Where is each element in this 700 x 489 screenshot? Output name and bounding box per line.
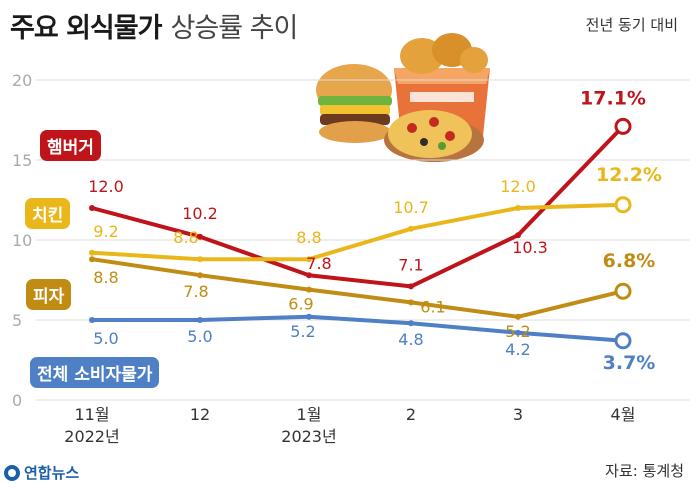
data-point-cpi: [515, 329, 521, 336]
data-label-pizza: 7.8: [183, 282, 208, 301]
data-point-chicken: [408, 225, 414, 232]
data-label-cpi: 3.7%: [603, 352, 656, 374]
data-label-pizza: 6.1: [420, 297, 445, 316]
data-point-hamburger: [89, 205, 95, 211]
x-tick-label: 12: [190, 405, 210, 424]
y-tick-label: 20: [12, 71, 32, 90]
legend-tag-cpi: 전체 소비자물가: [30, 357, 160, 388]
logo-icon: [4, 464, 20, 481]
food-illustration: [316, 33, 490, 162]
axis-labels: 0 5 10 15 20 11월 2022년 12 1월 2023년 2 3 4월: [12, 71, 635, 446]
data-label-cpi: 4.8: [398, 330, 423, 349]
data-label-hamburger: 10.3: [512, 238, 548, 257]
data-point-hamburger: [306, 272, 312, 279]
data-point-pizza: [614, 282, 632, 300]
chart-title: 주요 외식물가 상승률 추이: [10, 6, 299, 45]
unit-note: 전년 동기 대비: [585, 16, 678, 34]
data-point-chicken: [614, 196, 632, 214]
data-point-pizza: [197, 272, 203, 279]
data-point-hamburger: [197, 233, 203, 240]
data-label-hamburger: 10.2: [182, 204, 218, 223]
source-note: 자료: 통계청: [605, 462, 684, 480]
data-point-hamburger: [408, 283, 414, 290]
series-lines: [89, 117, 632, 350]
title-sub: 상승률 추이: [170, 13, 299, 44]
data-labels: 12.0 10.2 7.8 7.1 10.3 17.1% 9.2 8.8 8.8 10.7 12.0…: [88, 87, 662, 373]
x-tick-label: 4월: [611, 405, 636, 424]
data-label-pizza: 6.8%: [603, 250, 656, 272]
series-line-cpi: [92, 314, 624, 343]
data-label-cpi: 5.0: [187, 327, 212, 346]
legend-tag-pizza: 피자: [26, 279, 72, 310]
data-point-chicken: [89, 249, 95, 256]
data-point-cpi: [614, 332, 632, 350]
logo: 연합뉴스: [4, 462, 79, 483]
data-point-hamburger: [515, 232, 521, 239]
series-line-chicken: [91, 202, 624, 262]
data-label-chicken: 8.8: [173, 228, 198, 247]
y-tick-label: 0: [12, 391, 22, 410]
data-label-hamburger: 12.0: [88, 177, 124, 196]
x-tick-label: 3: [513, 405, 523, 424]
x-tick-label: 1월: [297, 405, 322, 424]
title-main: 주요 외식물가: [10, 13, 162, 44]
data-point-pizza: [89, 256, 95, 263]
x-tick-label: 2023년: [281, 427, 336, 446]
logo-text: 연합뉴스: [24, 464, 80, 482]
y-tick-label: 15: [12, 151, 32, 170]
series-line-pizza: [91, 257, 624, 319]
data-label-chicken: 12.2%: [596, 164, 662, 186]
data-label-chicken: 10.7: [393, 198, 429, 217]
data-point-chicken: [197, 256, 203, 263]
y-tick-label: 5: [12, 311, 22, 330]
data-label-hamburger: 17.1%: [580, 87, 646, 109]
legend-tag-chicken: 치킨: [25, 198, 71, 229]
data-label-chicken: 8.8: [296, 228, 321, 247]
series-line-hamburger: [91, 125, 625, 289]
data-label-pizza: 6.9: [288, 295, 313, 314]
x-tick-label: 2: [406, 405, 416, 424]
data-label-cpi: 4.2: [505, 340, 530, 359]
data-point-pizza: [306, 286, 312, 293]
legend-tag-hamburger: 햄버거: [40, 130, 101, 161]
data-label-chicken: 12.0: [500, 177, 536, 196]
data-point-cpi: [89, 317, 95, 323]
data-point-pizza: [515, 313, 521, 320]
data-label-pizza: 5.2: [505, 322, 530, 341]
data-label-hamburger: 7.1: [398, 255, 423, 274]
data-point-pizza: [408, 299, 414, 306]
data-label-chicken: 9.2: [93, 222, 118, 241]
data-point-chicken: [515, 205, 521, 211]
data-label-cpi: 5.2: [290, 322, 315, 341]
gridlines: [36, 79, 690, 401]
data-label-hamburger: 7.8: [306, 254, 331, 273]
x-tick-label: 2022년: [64, 427, 119, 446]
data-point-cpi: [197, 317, 203, 323]
data-point-cpi: [306, 313, 312, 320]
data-point-chicken: [306, 256, 312, 263]
data-point-cpi: [408, 320, 414, 327]
data-point-hamburger: [614, 117, 632, 135]
y-tick-label: 10: [12, 231, 32, 250]
data-label-cpi: 5.0: [93, 329, 118, 348]
x-tick-label: 11월: [74, 405, 109, 424]
data-label-pizza: 8.8: [93, 268, 118, 287]
